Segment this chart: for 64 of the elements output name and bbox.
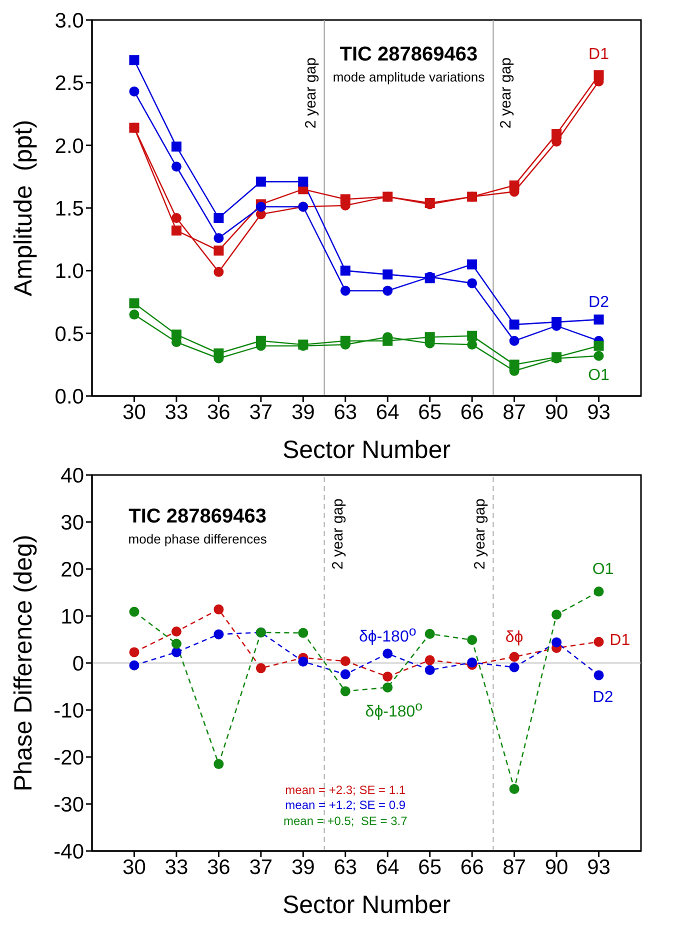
y-tick-label: 40 <box>60 464 84 488</box>
x-axis-title: Sector Number <box>282 436 451 464</box>
x-tick-label: 37 <box>249 856 273 879</box>
y-tick-label: 1.5 <box>54 197 84 220</box>
text: mode amplitude variations <box>332 70 485 85</box>
x-tick-label: 39 <box>291 400 315 424</box>
annotation: D2 <box>592 688 614 707</box>
annotation: 2 year gap <box>497 57 514 128</box>
y-tick-label: 2.0 <box>54 134 84 158</box>
x-tick-label: 39 <box>291 856 315 879</box>
annotation: 2 year gap <box>471 498 488 570</box>
y-tick-label: 0.5 <box>54 322 84 346</box>
text: TIC 287869463 <box>340 44 478 67</box>
annotation: D2 <box>588 294 609 312</box>
x-tick-label: 63 <box>334 856 358 879</box>
x-tick-label: 93 <box>587 400 610 424</box>
x-tick-label: 90 <box>544 400 568 424</box>
x-tick-label: 87 <box>502 856 526 879</box>
annotation: D1 <box>588 46 609 64</box>
annotation: 2 year gap <box>302 57 320 128</box>
x-tick-label: 36 <box>207 856 230 879</box>
annotation: δϕ <box>505 628 524 647</box>
x-tick-label: 36 <box>207 400 230 424</box>
y-tick-label: 30 <box>60 511 84 534</box>
annotation: mean = +0.5; SE = 3.7 <box>284 814 408 828</box>
x-tick-label: 93 <box>587 856 610 879</box>
y-tick-label: -10 <box>54 699 84 722</box>
y-tick-label: -30 <box>54 793 84 816</box>
y-axis-title: Phase Difference (deg) <box>10 534 38 792</box>
annotation: 2 year gap <box>329 498 346 570</box>
x-tick-label: 33 <box>164 400 188 424</box>
x-tick-label: 37 <box>249 400 273 424</box>
x-tick-label: 65 <box>418 856 442 879</box>
x-tick-label: 64 <box>376 400 400 424</box>
annotation: O1 <box>588 366 610 385</box>
annotation: D1 <box>610 632 630 650</box>
annotation: mean = +1.2; SE = 0.9 <box>285 798 406 812</box>
text: mode phase differences <box>128 532 267 547</box>
annotation: δϕ-180$^{o}$ <box>365 698 423 722</box>
annotation: δϕ-180$^{o}$ <box>358 623 416 646</box>
x-tick-label: 90 <box>544 856 568 879</box>
y-tick-label: 2.5 <box>54 72 84 96</box>
text: TIC 287869463 <box>128 506 267 529</box>
x-tick-label: 30 <box>122 400 146 424</box>
x-tick-label: 66 <box>460 400 484 424</box>
x-tick-label: 33 <box>164 856 188 879</box>
x-axis-title: Sector Number <box>282 891 451 919</box>
annotation: mean = +2.3; SE = 1.1 <box>285 782 406 797</box>
x-tick-label: 64 <box>376 856 400 879</box>
y-tick-label: 3.0 <box>54 9 84 32</box>
y-axis-title: Amplitude (ppt) <box>10 120 38 296</box>
x-tick-label: 63 <box>334 400 358 424</box>
y-tick-label: 0.0 <box>54 385 84 408</box>
x-tick-label: 66 <box>460 856 484 879</box>
x-tick-label: 65 <box>418 400 442 424</box>
y-tick-label: 0 <box>72 652 84 676</box>
x-tick-label: 87 <box>502 400 526 424</box>
annotation: O1 <box>592 561 614 580</box>
x-tick-label: 30 <box>122 856 146 879</box>
y-tick-label: -40 <box>54 840 84 864</box>
y-tick-label: 20 <box>60 558 84 582</box>
y-tick-label: 10 <box>60 605 84 628</box>
y-tick-label: -20 <box>54 746 84 770</box>
y-tick-label: 1.0 <box>54 260 84 284</box>
